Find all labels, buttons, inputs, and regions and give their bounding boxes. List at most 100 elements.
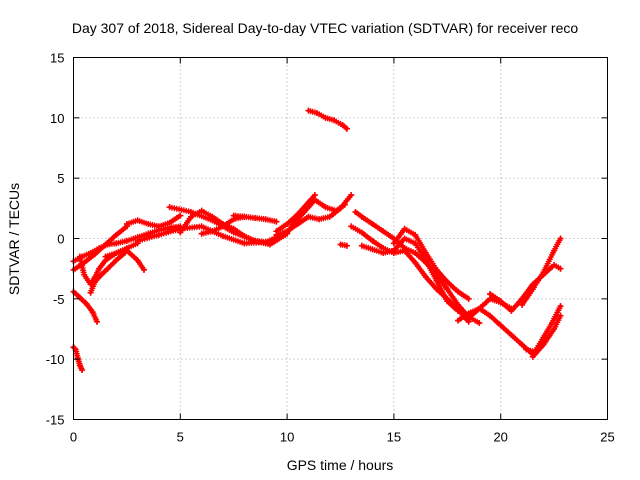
data-point bbox=[348, 192, 355, 199]
data-point bbox=[523, 346, 530, 353]
data-point bbox=[134, 237, 141, 244]
data-point bbox=[155, 223, 162, 230]
data-point bbox=[422, 249, 429, 256]
data-series-track-25 bbox=[487, 262, 564, 314]
data-point bbox=[352, 208, 359, 215]
data-point bbox=[454, 288, 461, 295]
data-point bbox=[76, 362, 83, 369]
data-point bbox=[390, 247, 397, 254]
data-series-track-26 bbox=[519, 235, 564, 308]
y-tick-label: 5 bbox=[57, 171, 64, 186]
data-point bbox=[102, 253, 109, 260]
data-point bbox=[198, 230, 205, 237]
series-markers bbox=[305, 107, 350, 132]
data-point bbox=[89, 309, 96, 316]
data-point bbox=[91, 278, 98, 285]
data-point bbox=[341, 201, 348, 208]
data-point bbox=[316, 216, 323, 223]
data-point bbox=[322, 114, 329, 121]
data-series-track-8 bbox=[123, 212, 184, 230]
data-point bbox=[358, 242, 365, 249]
data-point bbox=[557, 312, 564, 319]
series-markers bbox=[529, 312, 564, 360]
data-point bbox=[113, 240, 120, 247]
chart-title: Day 307 of 2018, Sidereal Day-to-day VTE… bbox=[72, 20, 578, 36]
data-point bbox=[198, 223, 205, 230]
data-point bbox=[454, 317, 461, 324]
data-point bbox=[177, 229, 184, 236]
data-point bbox=[301, 208, 308, 215]
y-tick-label: -15 bbox=[46, 413, 65, 428]
data-point bbox=[113, 231, 120, 238]
data-point bbox=[140, 266, 147, 273]
data-point bbox=[267, 241, 274, 248]
data-point bbox=[380, 249, 387, 256]
data-series-track-28 bbox=[529, 312, 564, 360]
data-point bbox=[305, 213, 312, 220]
data-point bbox=[273, 231, 280, 238]
data-point bbox=[412, 249, 419, 256]
x-axis-label: GPS time / hours bbox=[287, 457, 394, 473]
data-point bbox=[145, 221, 152, 228]
data-point bbox=[529, 286, 536, 293]
data-point bbox=[209, 228, 216, 235]
data-point bbox=[497, 322, 504, 329]
data-point bbox=[508, 332, 515, 339]
data-point bbox=[422, 257, 429, 264]
data-point bbox=[540, 341, 547, 348]
data-point bbox=[333, 207, 340, 214]
data-point bbox=[241, 240, 248, 247]
data-point bbox=[230, 212, 237, 219]
data-series-track-16 bbox=[288, 196, 348, 230]
data-point bbox=[487, 291, 494, 298]
data-point bbox=[305, 107, 312, 114]
series-layer bbox=[70, 107, 564, 374]
data-point bbox=[284, 228, 291, 235]
data-point bbox=[548, 319, 555, 326]
data-point bbox=[220, 233, 227, 240]
x-tick-label: 10 bbox=[280, 430, 294, 445]
data-point bbox=[198, 207, 205, 214]
data-point bbox=[412, 231, 419, 238]
data-series-track-18 bbox=[337, 241, 350, 249]
data-point bbox=[123, 237, 130, 244]
data-point bbox=[166, 219, 173, 226]
data-point bbox=[519, 301, 526, 308]
grid bbox=[73, 57, 608, 420]
data-point bbox=[91, 251, 98, 258]
data-point bbox=[343, 125, 350, 132]
data-point bbox=[497, 298, 504, 305]
data-point bbox=[166, 204, 173, 211]
data-point bbox=[412, 259, 419, 266]
data-point bbox=[476, 305, 483, 312]
data-point bbox=[113, 249, 120, 256]
data-point bbox=[311, 196, 318, 203]
data-point bbox=[369, 221, 376, 228]
data-point bbox=[401, 235, 408, 242]
data-point bbox=[83, 300, 90, 307]
data-point bbox=[134, 217, 141, 224]
data-point bbox=[113, 257, 120, 264]
data-point bbox=[444, 298, 451, 305]
data-point bbox=[348, 223, 355, 230]
data-point bbox=[134, 257, 141, 264]
data-point bbox=[454, 307, 461, 314]
series-markers bbox=[487, 262, 564, 314]
data-point bbox=[551, 247, 558, 254]
series-markers bbox=[70, 288, 100, 325]
data-point bbox=[519, 341, 526, 348]
data-point bbox=[230, 225, 237, 232]
data-point bbox=[314, 110, 321, 117]
data-point bbox=[557, 303, 564, 310]
data-point bbox=[401, 247, 408, 254]
data-point bbox=[540, 269, 547, 276]
data-series-track-7 bbox=[102, 247, 147, 273]
data-point bbox=[104, 265, 111, 272]
data-point bbox=[241, 233, 248, 240]
data-series-track-2 bbox=[70, 288, 100, 325]
data-point bbox=[96, 265, 103, 272]
data-point bbox=[508, 307, 515, 314]
data-point bbox=[76, 253, 83, 260]
data-point bbox=[476, 319, 483, 326]
